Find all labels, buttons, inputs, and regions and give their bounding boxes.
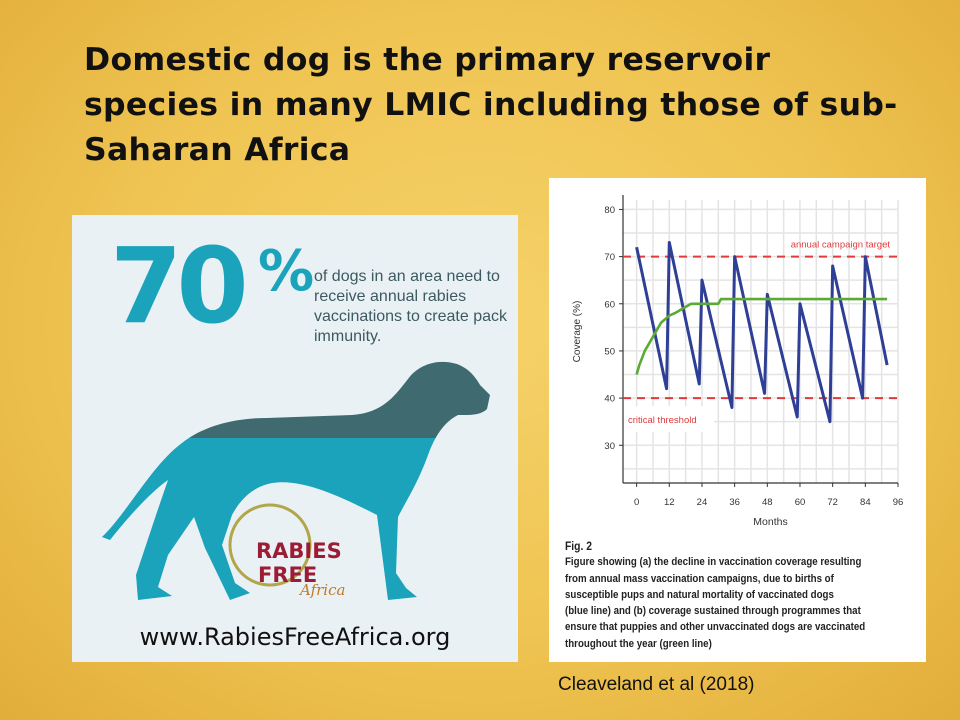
percent-sign: % — [258, 239, 315, 304]
svg-text:Africa: Africa — [298, 581, 345, 599]
reference-line-label: annual campaign target — [791, 240, 891, 251]
x-tick-label: 72 — [827, 497, 838, 508]
green-series-line — [635, 297, 888, 375]
infographic-text: of dogs in an area need to receive annua… — [314, 268, 507, 345]
x-tick-label: 24 — [697, 497, 708, 508]
big-percentage: 70 — [110, 225, 249, 347]
y-tick-label: 60 — [604, 299, 615, 310]
x-tick-label: 36 — [729, 497, 740, 508]
x-tick-label: 0 — [634, 497, 639, 508]
x-tick-label: 48 — [762, 497, 773, 508]
slide-title: Domestic dog is the primary reservoir sp… — [84, 42, 898, 168]
caption-line: ensure that puppies and other unvaccinat… — [565, 621, 866, 634]
website-url: www.RabiesFreeAfrica.org — [139, 623, 451, 651]
y-tick-label: 80 — [604, 205, 615, 216]
svg-text:FREE: FREE — [258, 563, 317, 587]
x-tick-label: 60 — [795, 497, 806, 508]
svg-text:RABIES: RABIES — [256, 539, 342, 563]
caption-title: Fig. 2 — [565, 539, 592, 553]
rabies-free-africa-logo: RABIES FREE Africa — [228, 503, 345, 599]
coverage-chart: 30 40 50 60 70 80 0 12 24 36 48 60 72 84 96 Months Cover… — [549, 178, 926, 662]
coverage-line-chart: 30 40 50 60 70 80 0 12 24 36 48 60 72 84 96 Months Cover… — [572, 195, 904, 528]
y-tick-label: 50 — [604, 346, 615, 357]
caption-line: susceptible pups and natural mortality o… — [565, 588, 834, 601]
rabies-infographic: RABIES FREE Africa 70 % of dogs in an ar… — [72, 215, 518, 662]
blue-series-line — [635, 240, 889, 424]
caption-line: from annual mass vaccination campaigns, … — [565, 572, 834, 585]
y-axis-label: Coverage (%) — [572, 301, 583, 363]
reference-line-label: critical threshold — [628, 415, 697, 426]
y-tick-label: 70 — [604, 252, 615, 263]
x-tick-label: 96 — [893, 497, 904, 508]
caption-line: (blue line) and (b) coverage sustained t… — [565, 605, 861, 618]
caption-line: throughout the year (green line) — [565, 637, 712, 650]
y-tick-label: 30 — [604, 441, 615, 452]
x-tick-label: 84 — [860, 497, 871, 508]
dog-silhouette-icon: RABIES FREE Africa — [102, 361, 490, 600]
y-tick-label: 40 — [604, 394, 615, 405]
figure-caption: Fig. 2 Figure showing (a) the decline in… — [565, 538, 875, 652]
x-axis-label: Months — [753, 516, 787, 528]
label-background — [624, 406, 714, 433]
x-tick-label: 12 — [664, 497, 675, 508]
caption-line: Figure showing (a) the decline in vaccin… — [565, 556, 862, 569]
citation: Cleaveland et al (2018) — [558, 674, 755, 695]
